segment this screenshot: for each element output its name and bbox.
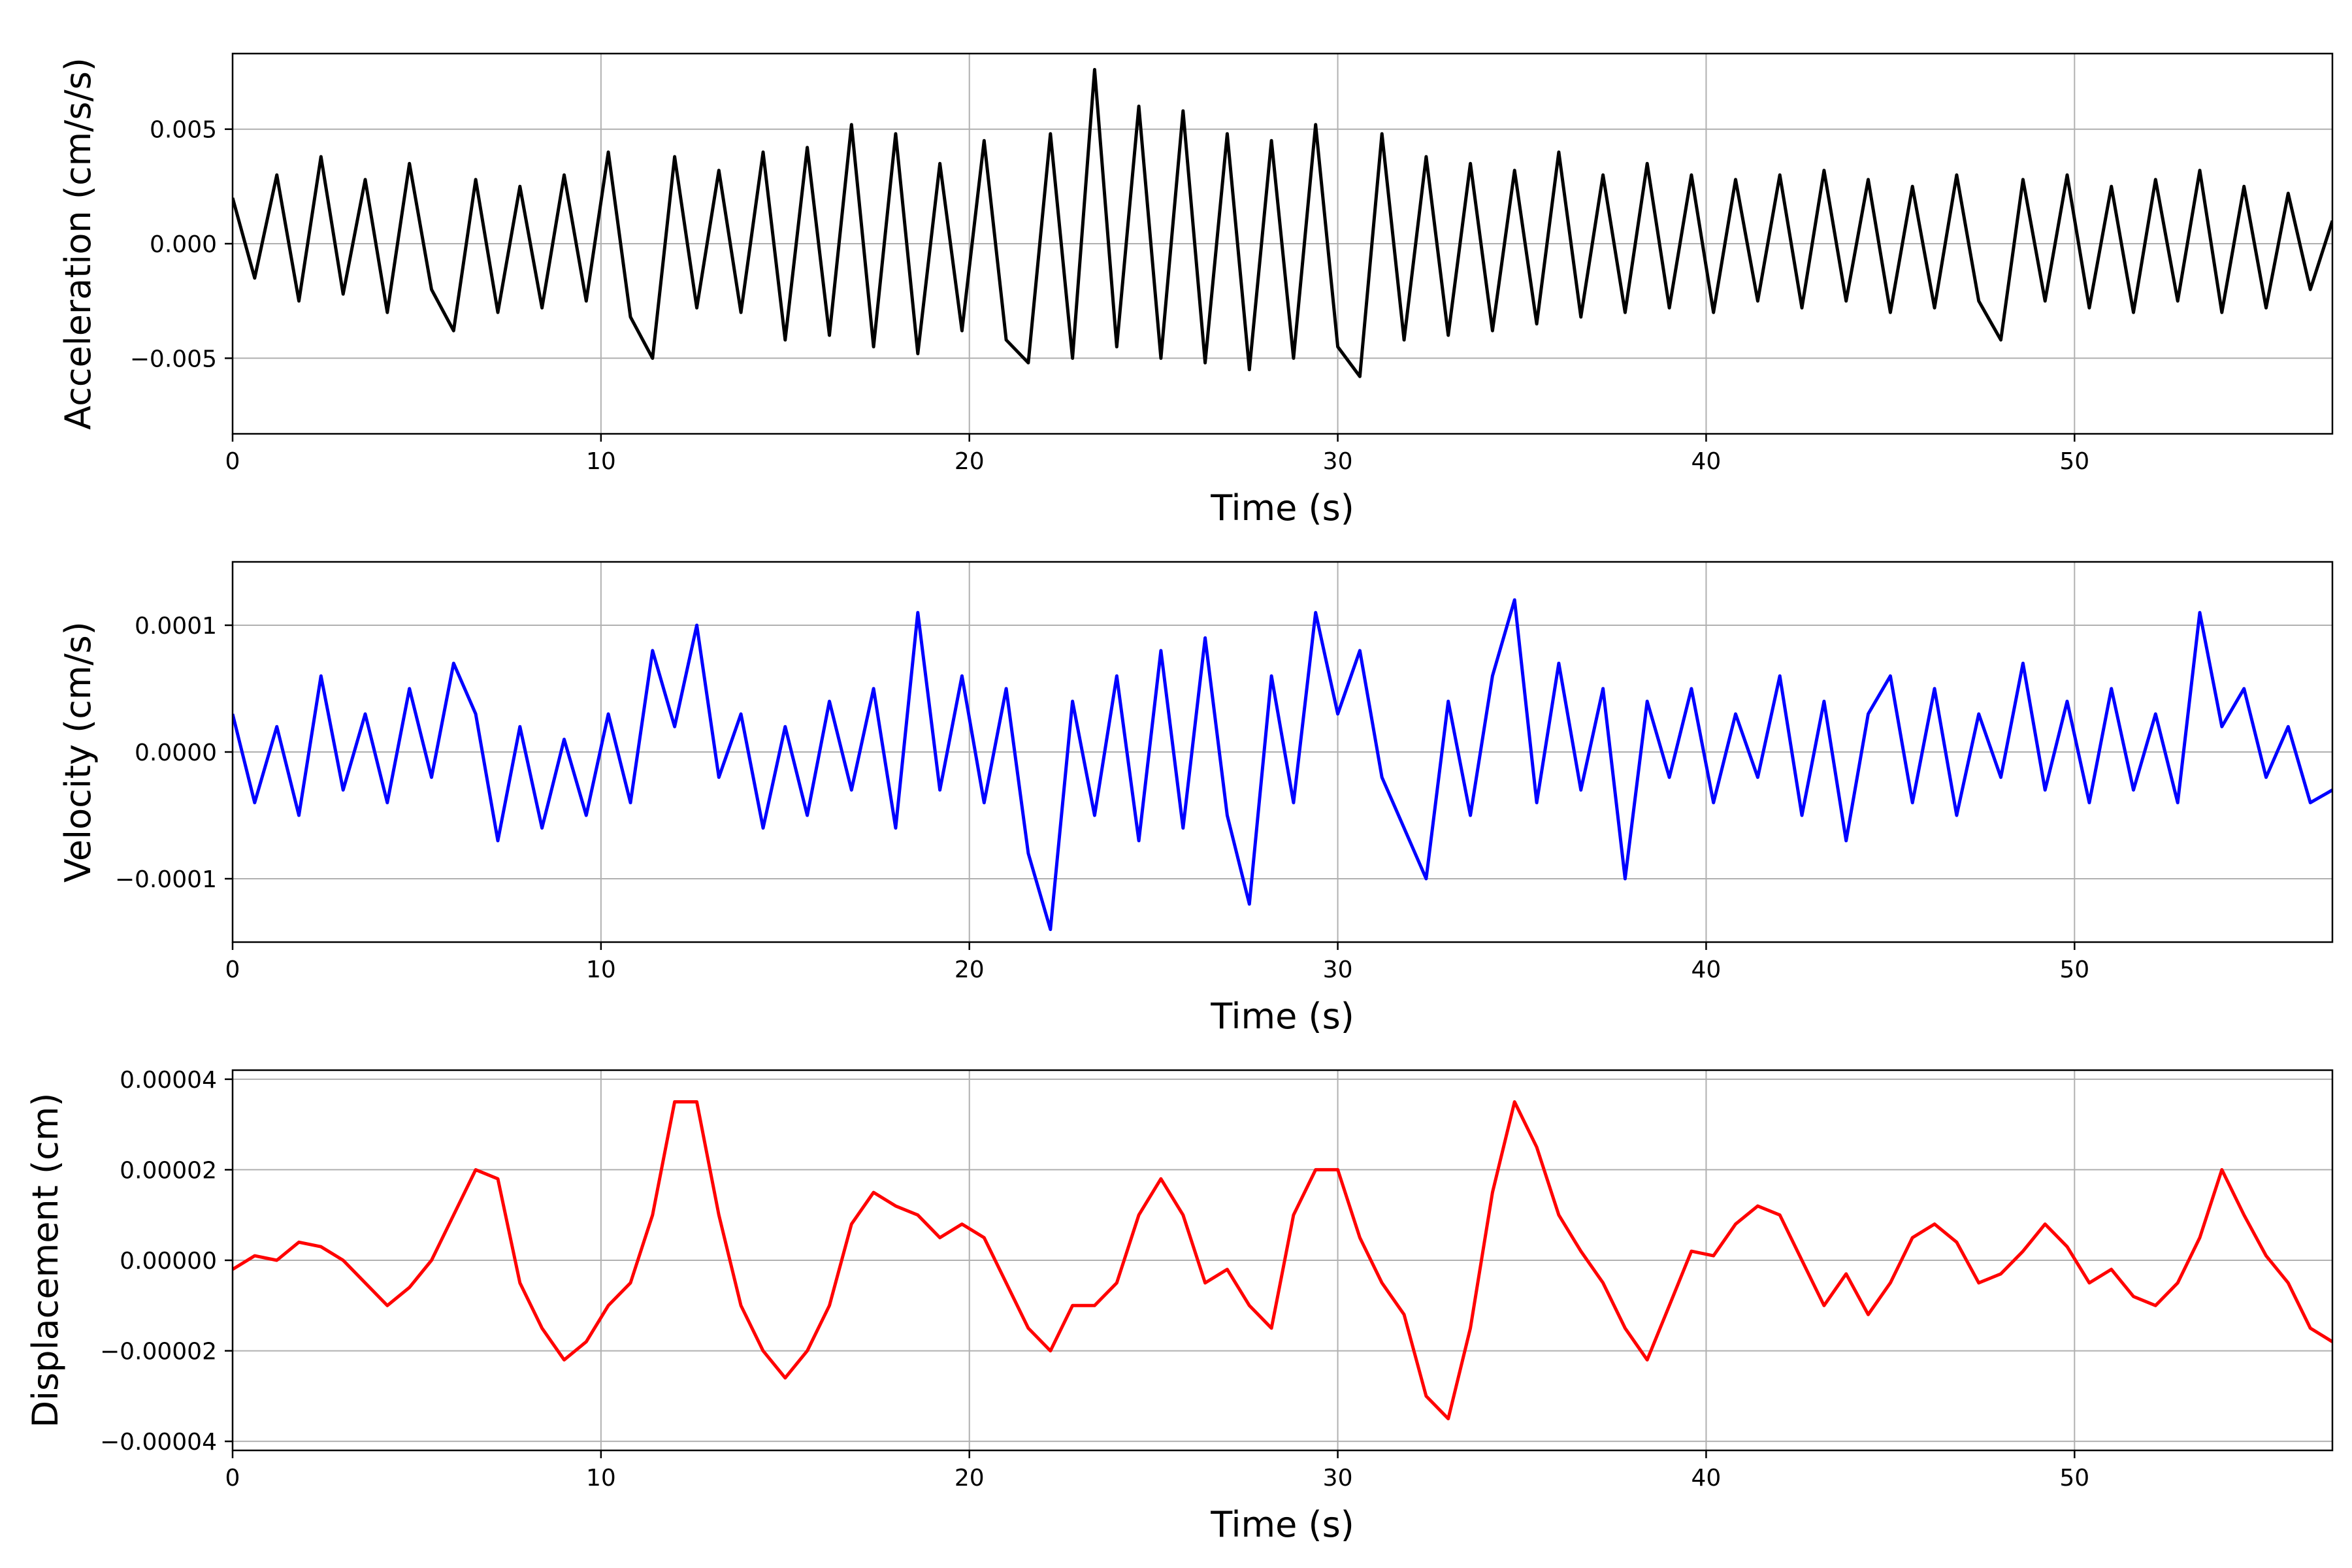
acceleration-y-tick-label: 0.005 <box>150 117 217 144</box>
velocity-series <box>233 598 2332 932</box>
velocity-y-tick-label: −0.0001 <box>115 866 217 893</box>
velocity-x-tick-label: 0 <box>225 956 240 983</box>
acceleration-x-tick-label: 0 <box>225 448 240 475</box>
acceleration-y-tick-label: −0.005 <box>130 346 217 372</box>
acceleration-x-tick-label: 20 <box>955 448 985 475</box>
acceleration-grid <box>233 54 2332 434</box>
acceleration-x-tick-label: 40 <box>1691 448 1722 475</box>
acceleration-series-line <box>233 68 2332 378</box>
velocity-y-tick-label: 0.0001 <box>135 613 217 640</box>
velocity-x-axis-label: Time (s) <box>1210 996 1354 1037</box>
velocity-x-ticks: 0 10 20 30 40 50 <box>225 942 2089 983</box>
displacement-y-tick-label: 0.00000 <box>120 1248 217 1275</box>
velocity-x-tick-label: 20 <box>955 956 985 983</box>
velocity-x-tick-label: 10 <box>586 956 616 983</box>
velocity-x-tick-label: 40 <box>1691 956 1722 983</box>
displacement-series <box>233 1100 2332 1420</box>
acceleration-y-ticks: −0.005 0.000 0.005 <box>130 117 233 372</box>
acceleration-x-axis-label: Time (s) <box>1210 487 1354 529</box>
displacement-y-tick-label: −0.00004 <box>100 1429 217 1456</box>
displacement-panel: 0 10 20 30 40 50 −0.00004 −0.00002 0.00000 0.000… <box>25 1067 2334 1545</box>
acceleration-y-axis-label: Acceleration (cm/s/s) <box>57 57 99 430</box>
acceleration-y-tick-label: 0.000 <box>150 231 217 258</box>
displacement-x-axis-label: Time (s) <box>1210 1504 1354 1545</box>
displacement-x-tick-label: 50 <box>2059 1465 2089 1492</box>
acceleration-series <box>233 68 2332 378</box>
displacement-y-tick-label: 0.00004 <box>120 1067 217 1094</box>
displacement-y-ticks: −0.00004 −0.00002 0.00000 0.00002 0.00004 <box>100 1067 233 1456</box>
acceleration-x-tick-label: 10 <box>586 448 616 475</box>
velocity-y-ticks: −0.0001 0.0000 0.0001 <box>115 613 233 893</box>
velocity-series-line <box>233 598 2332 932</box>
acceleration-x-tick-label: 30 <box>1323 448 1353 475</box>
acceleration-x-tick-label: 50 <box>2059 448 2089 475</box>
velocity-grid <box>233 562 2332 942</box>
displacement-x-tick-label: 10 <box>586 1465 616 1492</box>
displacement-y-tick-label: −0.00002 <box>100 1339 217 1365</box>
displacement-x-tick-label: 30 <box>1323 1465 1353 1492</box>
acceleration-panel: 0 10 20 30 40 50 −0.005 0.000 0.005 Time (s) Ac… <box>57 52 2334 529</box>
velocity-y-tick-label: 0.0000 <box>135 740 217 766</box>
displacement-x-tick-label: 40 <box>1691 1465 1722 1492</box>
displacement-y-tick-label: 0.00002 <box>120 1157 217 1184</box>
displacement-x-ticks: 0 10 20 30 40 50 <box>225 1450 2089 1492</box>
acceleration-x-ticks: 0 10 20 30 40 50 <box>225 434 2089 475</box>
displacement-x-tick-label: 20 <box>955 1465 985 1492</box>
displacement-series-line <box>233 1100 2332 1420</box>
displacement-x-tick-label: 0 <box>225 1465 240 1492</box>
velocity-panel: 0 10 20 30 40 50 −0.0001 0.0000 0.0001 Time (s)… <box>57 561 2334 1037</box>
velocity-x-tick-label: 30 <box>1323 956 1353 983</box>
velocity-x-tick-label: 50 <box>2059 956 2089 983</box>
velocity-y-axis-label: Velocity (cm/s) <box>57 621 99 883</box>
displacement-y-axis-label: Displacement (cm) <box>25 1093 66 1428</box>
